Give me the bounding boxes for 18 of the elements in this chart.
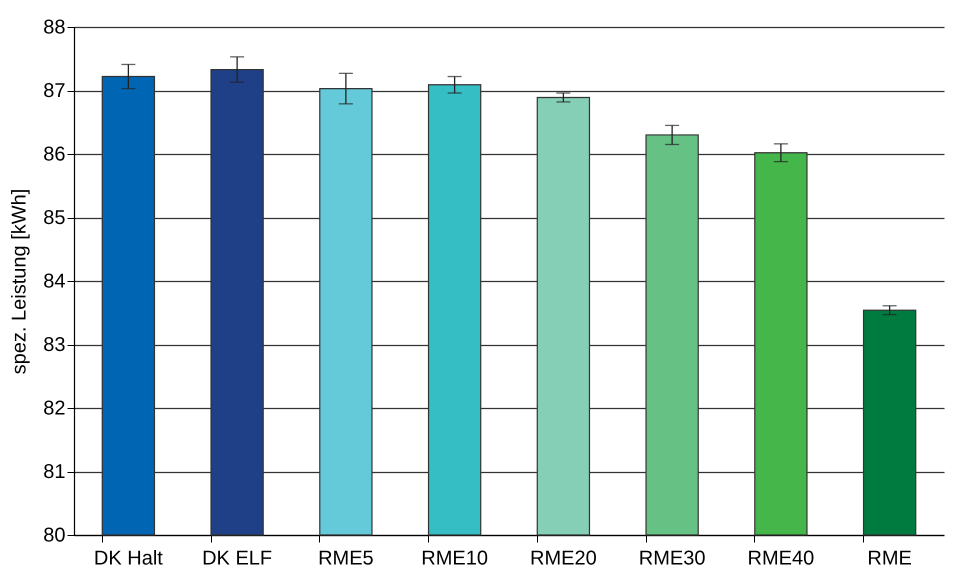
y-tick-label: 80 (43, 524, 66, 546)
x-tick-label: RME30 (638, 548, 706, 570)
x-tick-label: DK ELF (202, 548, 272, 570)
x-tick-label: RME (867, 548, 912, 570)
x-tick-label: RME5 (318, 548, 374, 570)
y-tick-label: 82 (43, 398, 66, 420)
y-tick-label: 87 (43, 80, 66, 102)
x-tick-label: DK Halt (94, 548, 164, 570)
x-tick-label: RME20 (530, 548, 597, 570)
y-tick-label: 88 (43, 16, 66, 38)
y-tick-label: 84 (43, 270, 66, 292)
x-tick-label: RME10 (421, 548, 488, 570)
y-tick-label: 81 (43, 461, 66, 483)
y-axis-title: spez. Leistung [kWh] (8, 188, 30, 374)
y-tick-label: 83 (43, 334, 66, 356)
x-tick-label: RME40 (748, 548, 814, 570)
y-tick-label: 85 (43, 207, 66, 229)
y-tick-label: 86 (43, 144, 66, 166)
